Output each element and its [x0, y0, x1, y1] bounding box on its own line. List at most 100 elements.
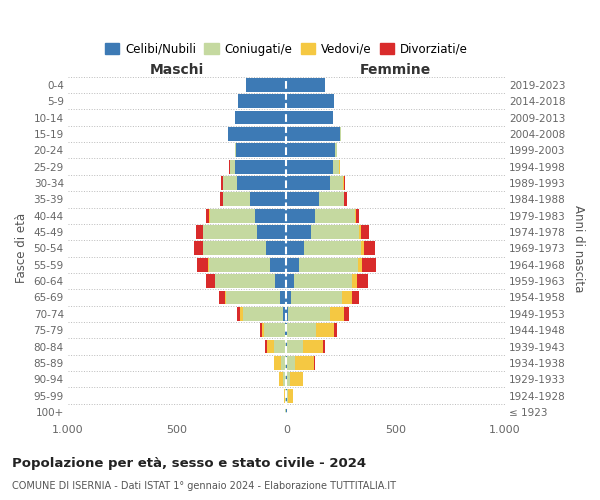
Bar — [208, 258, 209, 272]
Bar — [287, 372, 290, 386]
Bar — [344, 307, 349, 321]
Bar — [315, 208, 355, 222]
Bar — [286, 307, 289, 321]
Bar — [362, 258, 376, 272]
Bar — [235, 144, 236, 157]
Text: COMUNE DI ISERNIA - Dati ISTAT 1° gennaio 2024 - Elaborazione TUTTITALIA.IT: COMUNE DI ISERNIA - Dati ISTAT 1° gennai… — [12, 481, 396, 491]
Bar — [286, 192, 319, 206]
Bar — [286, 225, 311, 239]
Bar — [295, 274, 352, 288]
Bar — [287, 356, 295, 370]
Bar — [223, 176, 237, 190]
Bar — [275, 274, 286, 288]
Bar — [274, 340, 286, 353]
Bar — [295, 356, 314, 370]
Bar — [344, 192, 347, 206]
Bar — [359, 225, 361, 239]
Bar — [358, 274, 368, 288]
Bar — [250, 192, 286, 206]
Bar — [358, 258, 362, 272]
Bar — [196, 225, 203, 239]
Bar — [286, 356, 287, 370]
Bar — [260, 323, 262, 337]
Y-axis label: Fasce di età: Fasce di età — [15, 214, 28, 284]
Bar — [197, 258, 208, 272]
Bar — [286, 274, 295, 288]
Bar — [286, 372, 287, 386]
Bar — [286, 144, 335, 157]
Bar — [241, 307, 242, 321]
Bar — [265, 340, 267, 353]
Bar — [319, 192, 344, 206]
Bar — [283, 372, 286, 386]
Bar — [220, 192, 223, 206]
Bar — [265, 323, 285, 337]
Bar — [257, 225, 286, 239]
Bar — [286, 94, 334, 108]
Bar — [331, 176, 343, 190]
Bar — [286, 110, 333, 124]
Bar — [290, 372, 303, 386]
Bar — [285, 323, 286, 337]
Bar — [304, 242, 361, 256]
Bar — [274, 356, 281, 370]
Bar — [267, 340, 274, 353]
Bar — [237, 176, 286, 190]
Legend: Celibi/Nubili, Coniugati/e, Vedovi/e, Divorziati/e: Celibi/Nubili, Coniugati/e, Vedovi/e, Di… — [100, 38, 472, 60]
Text: Popolazione per età, sesso e stato civile - 2024: Popolazione per età, sesso e stato civil… — [12, 458, 366, 470]
Bar — [219, 290, 225, 304]
Bar — [278, 372, 283, 386]
Text: Femmine: Femmine — [360, 62, 431, 76]
Bar — [361, 225, 369, 239]
Bar — [223, 192, 250, 206]
Bar — [299, 258, 358, 272]
Bar — [285, 388, 286, 402]
Bar — [287, 323, 316, 337]
Bar — [334, 323, 337, 337]
Bar — [284, 388, 285, 402]
Bar — [286, 127, 340, 141]
Bar — [203, 225, 257, 239]
Bar — [316, 323, 334, 337]
Text: Maschi: Maschi — [150, 62, 204, 76]
Bar — [286, 176, 331, 190]
Bar — [235, 160, 286, 173]
Bar — [226, 290, 280, 304]
Bar — [210, 208, 254, 222]
Bar — [286, 258, 299, 272]
Bar — [291, 290, 343, 304]
Y-axis label: Anni di nascita: Anni di nascita — [572, 204, 585, 292]
Bar — [236, 307, 241, 321]
Bar — [286, 78, 325, 92]
Bar — [221, 176, 223, 190]
Bar — [215, 274, 275, 288]
Bar — [238, 94, 286, 108]
Bar — [194, 242, 203, 256]
Bar — [286, 208, 315, 222]
Bar — [225, 290, 226, 304]
Bar — [286, 340, 287, 353]
Bar — [209, 258, 270, 272]
Bar — [283, 307, 286, 321]
Bar — [235, 110, 286, 124]
Bar — [288, 388, 293, 402]
Bar — [302, 340, 323, 353]
Bar — [280, 290, 286, 304]
Bar — [287, 388, 288, 402]
Bar — [287, 340, 302, 353]
Bar — [242, 307, 283, 321]
Bar — [311, 225, 359, 239]
Bar — [333, 160, 340, 173]
Bar — [335, 144, 337, 157]
Bar — [262, 323, 265, 337]
Bar — [246, 78, 286, 92]
Bar — [352, 290, 359, 304]
Bar — [236, 144, 286, 157]
Bar — [229, 127, 286, 141]
Bar — [286, 323, 287, 337]
Bar — [206, 274, 215, 288]
Bar — [230, 160, 235, 173]
Bar — [361, 242, 364, 256]
Bar — [203, 242, 266, 256]
Bar — [270, 258, 286, 272]
